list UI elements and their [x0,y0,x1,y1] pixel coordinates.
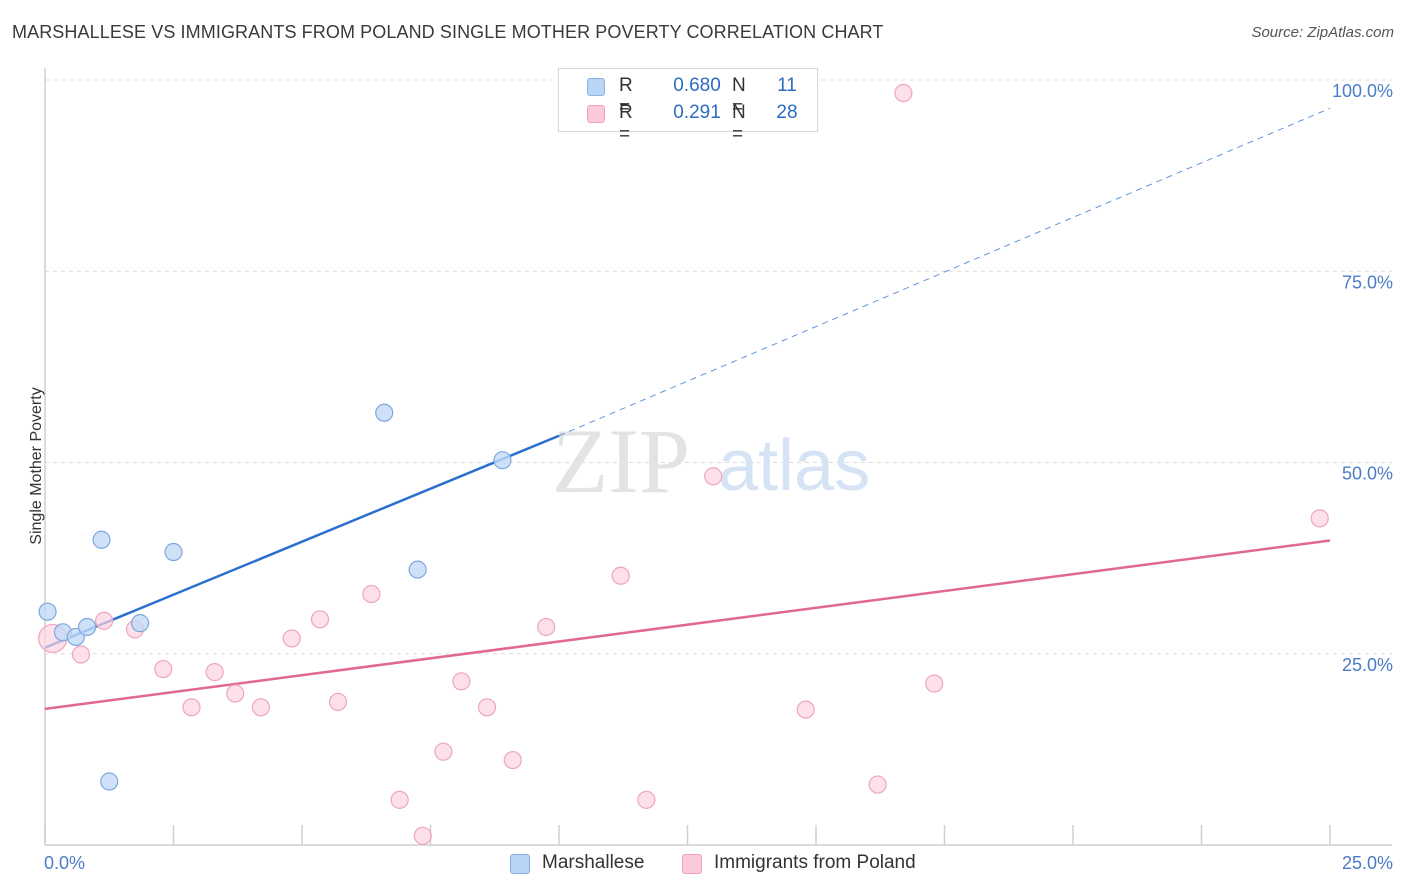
data-points [38,83,1329,845]
point-poland [868,775,887,794]
y-axis-label: Single Mother Poverty [28,387,45,545]
source-credit: Source: ZipAtlas.com [1251,24,1394,41]
point-marshallese [164,542,183,562]
x-tick-label: 0.0% [44,853,85,873]
series-swatch-marshallese [510,854,530,874]
series-label-marshallese: Marshallese [542,852,645,873]
legend-r-value: 0.680 [673,75,721,96]
point-poland [704,467,723,486]
legend-n-label: N = [732,75,746,118]
point-marshallese [375,403,394,422]
point-poland [796,700,815,719]
point-poland [477,698,497,717]
point-marshallese [493,451,512,470]
legend-r-value: 0.291 [673,102,721,123]
y-tick-label: 25.0% [1342,655,1393,675]
point-marshallese [38,602,57,621]
point-poland [95,611,114,630]
point-poland [1310,509,1329,528]
legend-r-label: R = [619,102,633,145]
point-poland [413,826,432,845]
point-marshallese [78,617,97,637]
point-poland [894,83,913,103]
point-poland [251,698,270,717]
axes [44,68,1392,846]
watermark-atlas: atlas [718,426,870,506]
series-swatch-poland [682,854,702,874]
tick-labels: 25.0% 50.0% 75.0% 100.0% 0.0% 25.0% [44,81,1393,873]
trend-lines [44,107,1331,711]
point-poland [310,610,330,629]
y-tick-label: 75.0% [1342,272,1393,292]
point-poland [71,645,91,664]
point-poland [611,566,630,585]
legend-swatch-poland [587,105,605,123]
trend-line-poland [44,539,1331,711]
point-poland [328,692,348,712]
trend-line-marshallese [44,434,560,649]
legend-n-label: N = [732,102,746,145]
stats-legend: R = 0.680 N = 11 R = 0.291 N = 28 [558,68,818,145]
point-poland [154,659,173,679]
x-tick-label: 25.0% [1342,853,1393,873]
point-marshallese [130,614,150,633]
chart-title: MARSHALLESE VS IMMIGRANTS FROM POLAND SI… [12,22,884,42]
legend-n-value: 28 [776,102,798,123]
watermark-zip: ZIP [552,410,690,512]
point-poland [282,629,301,648]
y-tick-label: 100.0% [1332,81,1393,101]
point-marshallese [100,772,119,791]
point-poland [637,790,656,809]
point-poland [925,674,944,693]
point-poland [205,663,224,682]
point-poland [226,684,245,703]
series-label-poland: Immigrants from Poland [714,852,916,873]
y-tick-label: 50.0% [1342,464,1393,484]
point-poland [362,584,381,604]
legend-n-value: 11 [777,75,797,96]
gridlines [45,79,1392,655]
point-marshallese [408,560,427,579]
legend-swatch-marshallese [587,78,605,96]
point-marshallese [92,530,111,549]
legend-r-label: R = [619,75,633,118]
point-poland [503,750,522,770]
point-poland [537,617,556,637]
point-poland [182,698,201,717]
point-poland [390,790,409,809]
trend-line-marshallese-extension [558,107,1331,437]
point-poland [452,672,471,691]
point-poland [434,742,453,761]
